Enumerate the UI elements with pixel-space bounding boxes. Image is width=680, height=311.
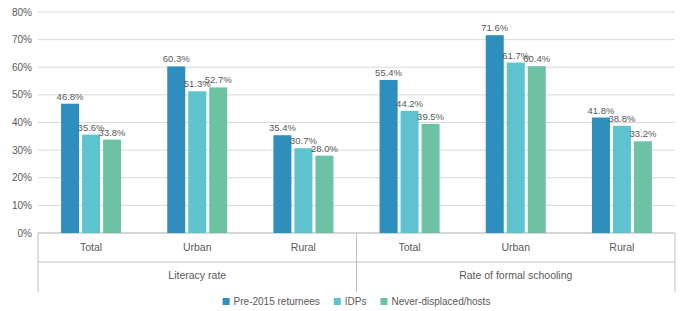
legend-label: IDPs [345,296,367,307]
y-axis: 0% 10% 20% 30% 40% 50% 60% 70% 80% [12,7,675,239]
bar [613,126,631,233]
y-tick-label: 10% [12,200,32,211]
category-groups: Literacy rate Rate of formal schooling [38,233,675,292]
data-label: 33.2% [629,128,656,139]
data-label: 38.8% [608,113,635,124]
x-tick-label: Rural [609,241,634,253]
grid-line [38,39,675,40]
bar [82,135,100,233]
group-label: Literacy rate [168,269,226,281]
group-separator [356,233,357,292]
data-labels: 46.8%60.3%35.4%55.4%71.6%41.8%35.6%51.3%… [57,22,657,153]
grid-line [38,12,675,13]
bar [507,63,525,233]
y-tick-label: 30% [12,145,32,156]
x-axis: Total Urban Rural Total Urban Rural [80,241,634,253]
y-tick-label: 20% [12,172,32,183]
bar [294,148,312,233]
data-label: 71.6% [481,22,508,33]
y-tick-label: 40% [12,117,32,128]
legend-swatch [223,298,230,305]
data-label: 28.0% [311,143,338,154]
data-label: 60.3% [163,53,190,64]
data-label: 44.2% [396,98,423,109]
x-tick-label: Total [80,241,102,253]
bar [486,35,504,233]
legend: Pre-2015 returnees IDPs Never-displaced/ho… [223,296,491,307]
legend-swatch [334,298,341,305]
bar [634,141,652,233]
y-tick-label: 70% [12,34,32,45]
legend-label: Pre-2015 returnees [234,296,320,307]
data-label: 33.8% [99,127,126,138]
bar [188,91,206,233]
group-label: Rate of formal schooling [459,269,572,281]
grid-line [38,67,675,68]
data-label: 39.5% [417,111,444,122]
x-tick-label: Rural [291,241,316,253]
bars [61,35,652,233]
data-label: 60.4% [523,53,550,64]
data-label: 52.7% [205,74,232,85]
group-separator [675,233,676,292]
bar [167,66,185,233]
y-tick-label: 80% [12,7,32,18]
bar [315,156,333,233]
grid-line [38,94,675,95]
data-label: 46.8% [57,91,84,102]
bar [422,124,440,233]
bar [380,80,398,233]
bar [401,111,419,233]
bar [209,87,227,233]
x-tick-label: Urban [501,241,530,253]
grid-line [38,177,675,178]
grid-line [38,122,675,123]
data-label: 55.4% [375,67,402,78]
x-tick-label: Total [398,241,420,253]
y-tick-label: 0% [18,228,33,239]
y-tick-label: 50% [12,89,32,100]
bar [103,140,121,233]
bar [61,104,79,233]
legend-label: Never-displaced/hosts [391,296,490,307]
grid-line [38,150,675,151]
y-tick-label: 60% [12,62,32,73]
bar [273,135,291,233]
grid-line [38,205,675,206]
data-label: 35.4% [269,122,296,133]
legend-swatch [380,298,387,305]
chart: 0% 10% 20% 30% 40% 50% 60% 70% 80% 46.8% 60.3% 35.4… [0,0,680,311]
bar [528,66,546,233]
x-tick-label: Urban [183,241,212,253]
bar [592,118,610,233]
